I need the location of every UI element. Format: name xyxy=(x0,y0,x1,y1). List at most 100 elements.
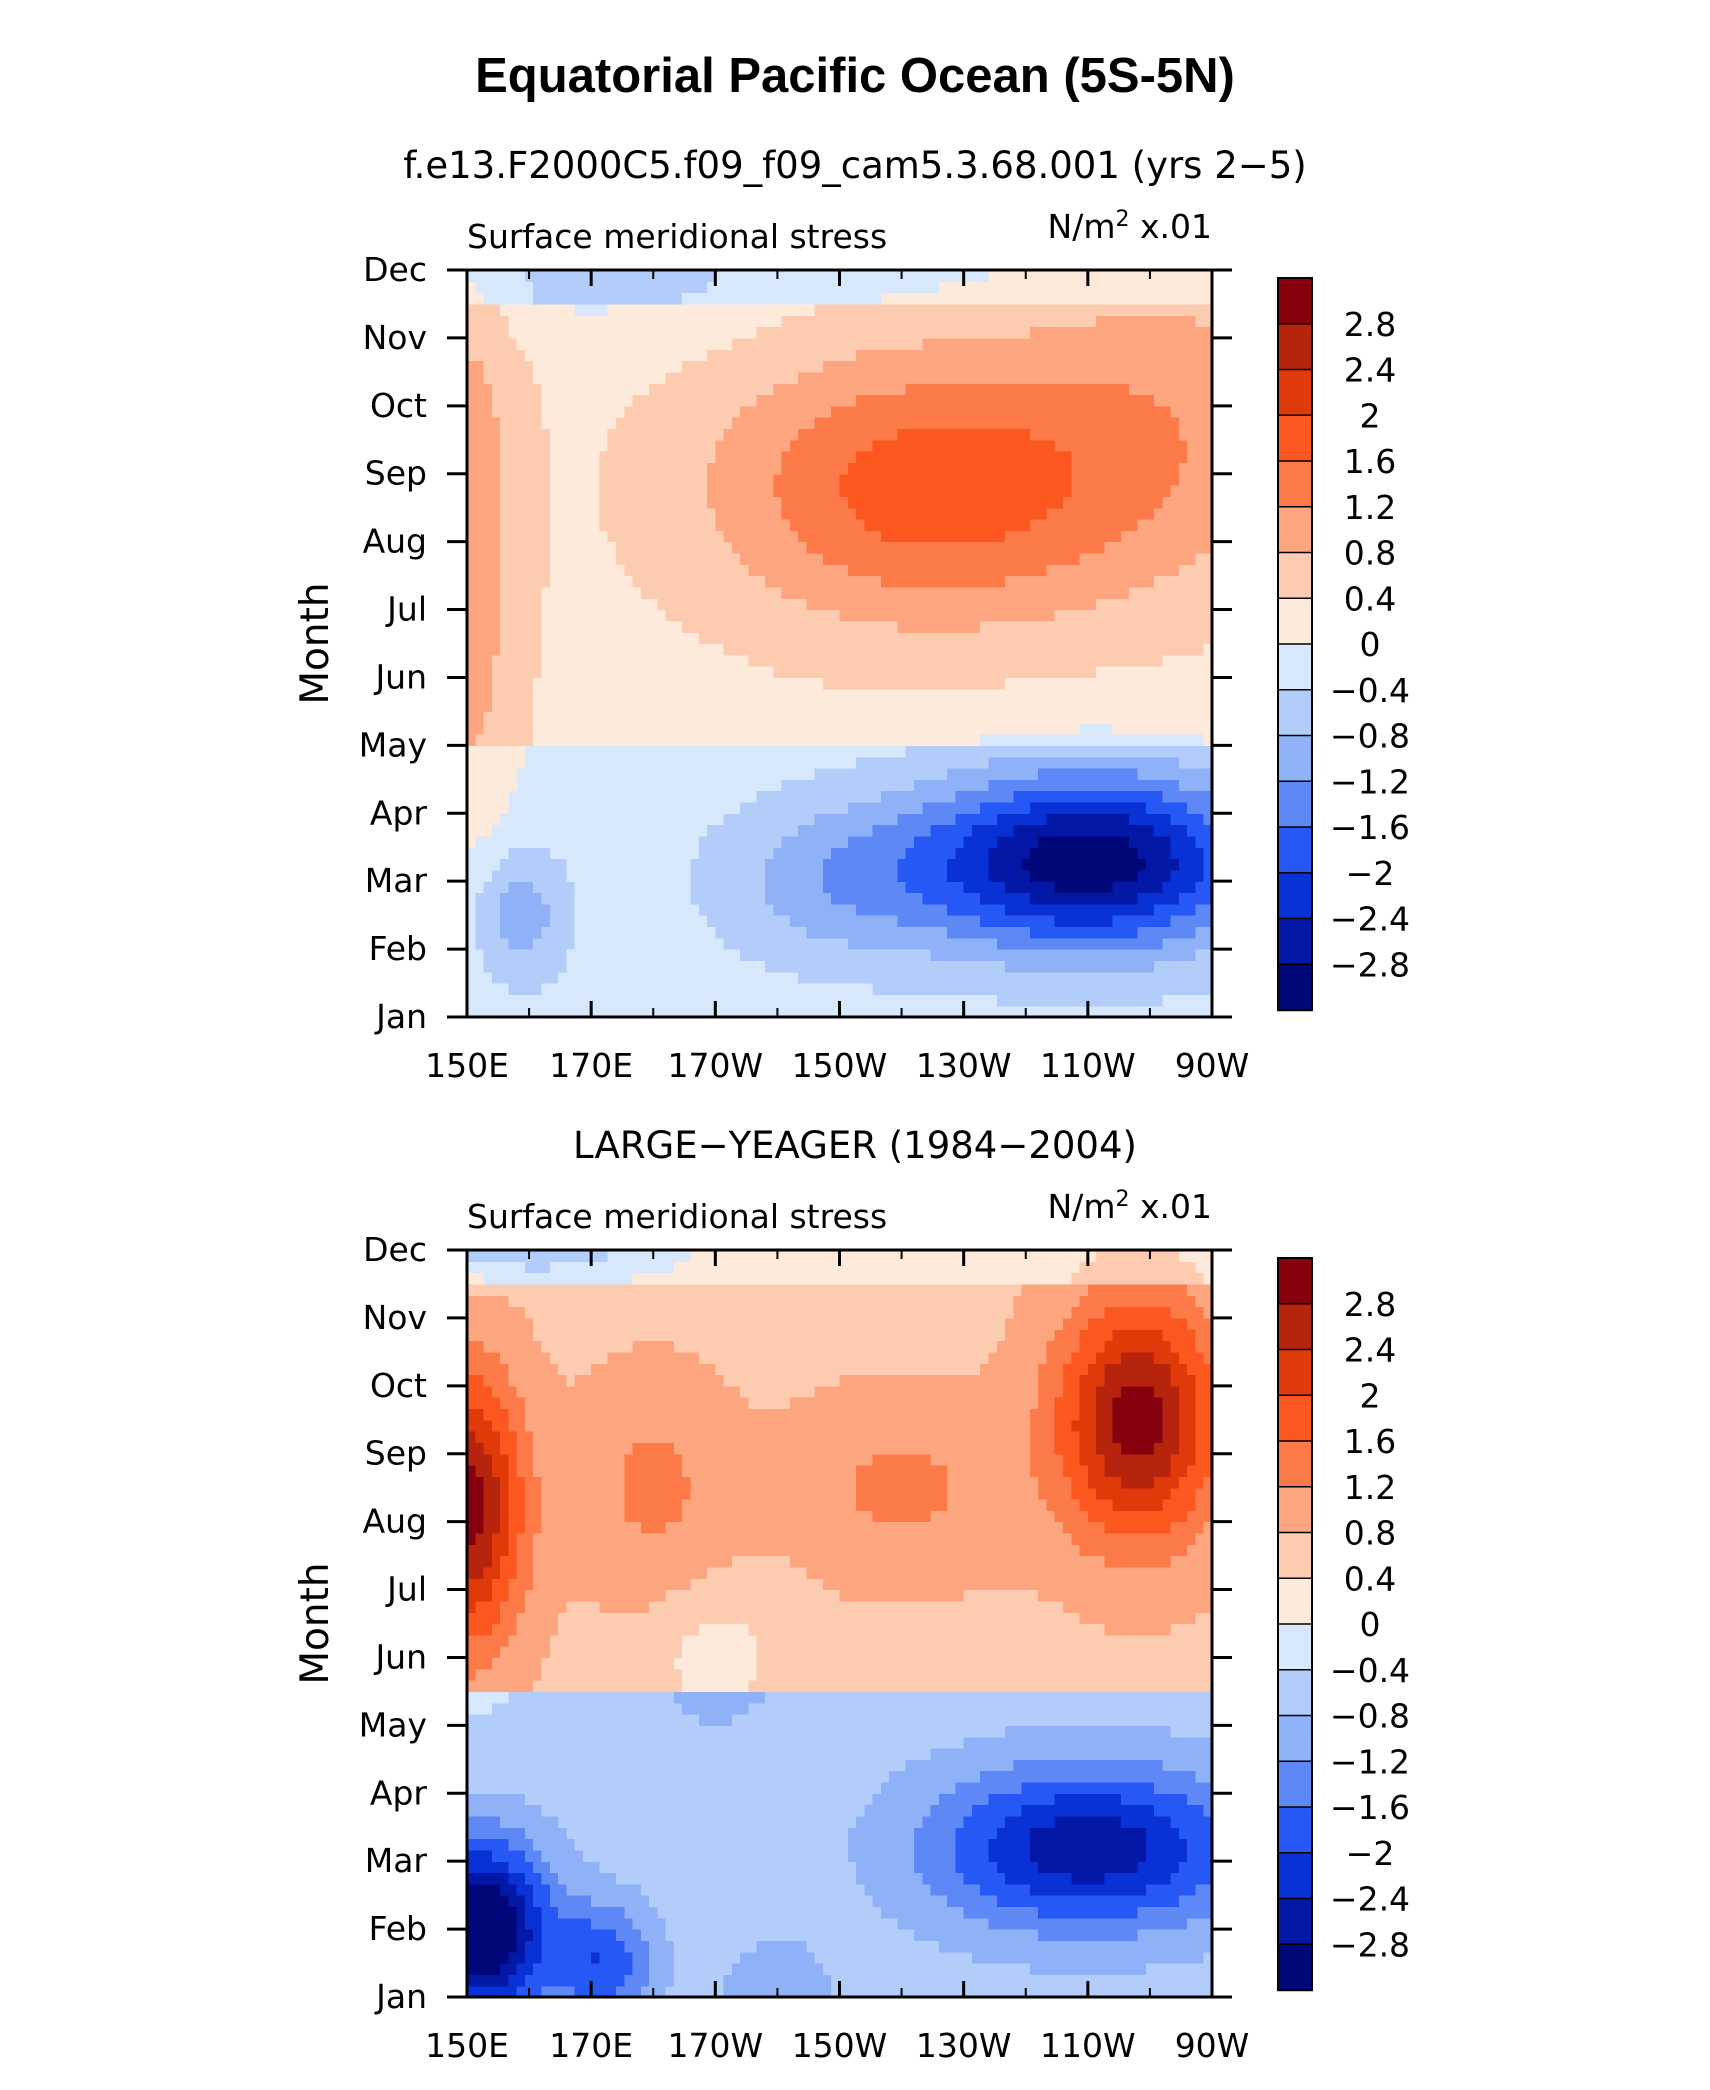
colorbar-swatch xyxy=(1278,1441,1312,1487)
colorbar-label: 0.8 xyxy=(1344,1514,1396,1553)
colorbar-label: −2.4 xyxy=(1330,1880,1410,1919)
colorbar-label: −2 xyxy=(1346,854,1395,893)
colorbar-swatch xyxy=(1278,324,1312,370)
colorbar-swatch xyxy=(1278,1670,1312,1716)
chart-title: Equatorial Pacific Ocean (5S-5N) xyxy=(0,48,1710,104)
x-tick-label: 170W xyxy=(668,2026,764,2065)
colorbar-swatch xyxy=(1278,1807,1312,1853)
y-tick-label: May xyxy=(359,725,427,764)
x-tick-label: 130W xyxy=(916,2026,1012,2065)
colorbar-swatch xyxy=(1278,1761,1312,1807)
colorbar-label: 1.2 xyxy=(1344,488,1396,527)
x-tick-label: 130W xyxy=(916,1046,1012,1085)
colorbar-label: 2 xyxy=(1360,1376,1381,1415)
units-base: N/m xyxy=(1048,1187,1116,1226)
y-tick-label: Oct xyxy=(370,1366,427,1405)
panel-left-label: Surface meridional stress xyxy=(467,1197,887,1236)
units-base: N/m xyxy=(1048,207,1116,246)
y-tick-label: Aug xyxy=(363,522,427,561)
units-suffix: x.01 xyxy=(1130,207,1213,246)
panel-units-label: N/m2 x.01 xyxy=(1048,1187,1212,1226)
colorbar-swatch xyxy=(1278,1487,1312,1533)
panel-subtitle: LARGE−YEAGER (1984−2004) xyxy=(573,1124,1137,1167)
colorbar-swatch xyxy=(1278,1395,1312,1441)
y-tick-label: Aug xyxy=(363,1502,427,1541)
colorbar-swatch xyxy=(1278,873,1312,919)
colorbar-label: −0.8 xyxy=(1330,1697,1410,1736)
y-tick-label: Apr xyxy=(370,1773,428,1812)
y-tick-label: Feb xyxy=(369,929,427,968)
colorbar-swatch xyxy=(1278,1716,1312,1762)
colorbar-swatch xyxy=(1278,1304,1312,1350)
y-tick-label: Mar xyxy=(365,861,428,900)
colorbar-swatch xyxy=(1278,553,1312,599)
colorbar-label: 2.4 xyxy=(1344,1331,1396,1370)
y-tick-label: Jun xyxy=(373,1637,427,1676)
contour-field xyxy=(467,1250,1213,1998)
colorbar-swatch xyxy=(1278,507,1312,553)
colorbar-label: −1.6 xyxy=(1330,808,1410,847)
x-tick-label: 150W xyxy=(792,1046,888,1085)
x-tick-label: 150E xyxy=(425,2026,509,2065)
units-superscript: 2 xyxy=(1116,1187,1130,1212)
colorbar-label: −0.4 xyxy=(1330,671,1410,710)
colorbar-label: −2.8 xyxy=(1330,1925,1410,1964)
colorbar-swatch xyxy=(1278,1944,1312,1990)
x-tick-label: 110W xyxy=(1040,2026,1136,2065)
units-superscript: 2 xyxy=(1116,207,1130,232)
y-tick-label: Oct xyxy=(370,386,427,425)
colorbar-label: 1.2 xyxy=(1344,1468,1396,1507)
colorbar-label: 0 xyxy=(1360,625,1381,664)
x-tick-label: 170E xyxy=(549,2026,633,2065)
y-tick-label: Nov xyxy=(363,318,427,357)
colorbar-label: 2.4 xyxy=(1344,351,1396,390)
y-tick-label: Apr xyxy=(370,793,428,832)
colorbar-swatch xyxy=(1278,1853,1312,1899)
colorbar: 2.82.421.61.20.80.40−0.4−0.8−1.2−1.6−2−2… xyxy=(1278,278,1410,1011)
colorbar-label: 0.4 xyxy=(1344,1559,1396,1598)
y-tick-label: May xyxy=(359,1705,427,1744)
units-suffix: x.01 xyxy=(1130,1187,1213,1226)
colorbar-label: −2 xyxy=(1346,1834,1395,1873)
colorbar-label: −1.2 xyxy=(1330,762,1410,801)
y-tick-label: Jul xyxy=(385,590,427,629)
y-tick-label: Mar xyxy=(365,1841,428,1880)
colorbar-swatch xyxy=(1278,964,1312,1010)
colorbar-swatch xyxy=(1278,370,1312,416)
colorbar-swatch xyxy=(1278,736,1312,782)
y-tick-label: Nov xyxy=(363,1298,427,1337)
y-tick-label: Sep xyxy=(365,454,427,493)
chart-panel-observations: LARGE−YEAGER (1984−2004) Surface meridion… xyxy=(0,1110,1710,2090)
colorbar-label: 1.6 xyxy=(1344,1422,1396,1461)
x-tick-label: 170E xyxy=(549,1046,633,1085)
x-tick-label: 150W xyxy=(792,2026,888,2065)
colorbar-swatch xyxy=(1278,1533,1312,1579)
colorbar-label: −2.8 xyxy=(1330,945,1410,984)
y-tick-label: Sep xyxy=(365,1434,427,1473)
x-tick-label: 110W xyxy=(1040,1046,1136,1085)
colorbar-label: 1.6 xyxy=(1344,442,1396,481)
y-tick-label: Feb xyxy=(369,1909,427,1948)
colorbar-label: 2.8 xyxy=(1344,1285,1396,1324)
colorbar-label: 2 xyxy=(1360,396,1381,435)
colorbar-label: −0.4 xyxy=(1330,1651,1410,1690)
y-tick-label: Jun xyxy=(373,657,427,696)
y-tick-label: Dec xyxy=(363,1230,427,1269)
colorbar-swatch xyxy=(1278,1624,1312,1670)
colorbar-label: 2.8 xyxy=(1344,305,1396,344)
panel-subtitle: f.e13.F2000C5.f09_f09_cam5.3.68.001 (yrs… xyxy=(403,144,1306,187)
colorbar-label: −1.6 xyxy=(1330,1788,1410,1827)
colorbar-swatch xyxy=(1278,1899,1312,1945)
colorbar-swatch xyxy=(1278,1578,1312,1624)
panel-units-label: N/m2 x.01 xyxy=(1048,207,1212,246)
colorbar-swatch xyxy=(1278,919,1312,965)
colorbar-label: 0 xyxy=(1360,1605,1381,1644)
colorbar-swatch xyxy=(1278,461,1312,507)
contour-field xyxy=(467,270,1213,1018)
x-tick-label: 170W xyxy=(668,1046,764,1085)
y-axis-label: Month xyxy=(293,582,338,704)
panel-left-label: Surface meridional stress xyxy=(467,217,887,256)
colorbar-label: −0.8 xyxy=(1330,717,1410,756)
colorbar-label: 0.4 xyxy=(1344,579,1396,618)
x-tick-label: 90W xyxy=(1175,2026,1250,2065)
